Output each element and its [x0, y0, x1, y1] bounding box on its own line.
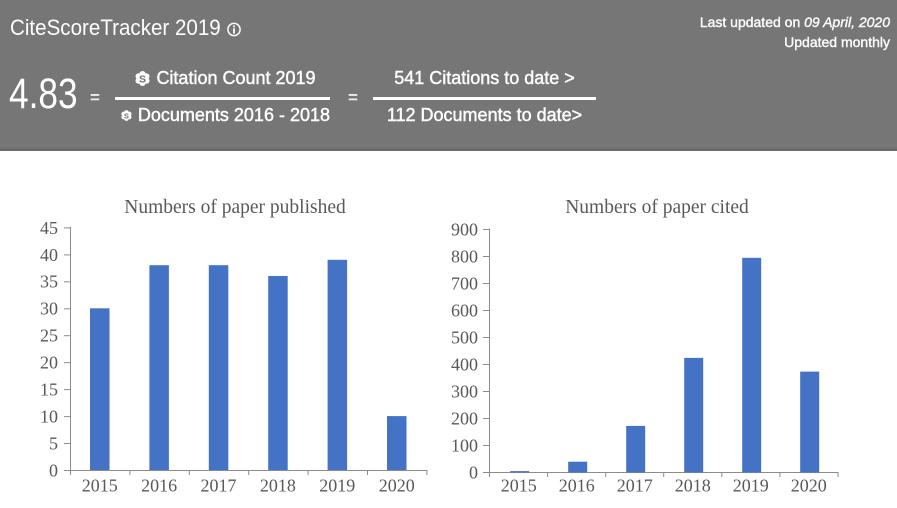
svg-text:2016: 2016 [559, 476, 595, 496]
svg-text:40: 40 [40, 245, 58, 265]
svg-text:20: 20 [40, 353, 58, 373]
svg-text:2017: 2017 [201, 476, 237, 496]
svg-text:2020: 2020 [791, 476, 827, 496]
svg-text:25: 25 [40, 326, 58, 346]
svg-text:0: 0 [469, 462, 478, 482]
svg-text:35: 35 [40, 272, 58, 292]
svg-text:2018: 2018 [260, 476, 296, 496]
svg-text:2016: 2016 [141, 476, 177, 496]
svg-text:700: 700 [451, 273, 478, 293]
svg-text:30: 30 [40, 299, 58, 319]
svg-text:Numbers of paper cited: Numbers of paper cited [565, 197, 749, 218]
svg-text:900: 900 [451, 219, 478, 239]
svg-text:2020: 2020 [379, 476, 415, 496]
svg-text:2019: 2019 [733, 476, 769, 496]
svg-text:2015: 2015 [501, 476, 537, 496]
svg-text:400: 400 [451, 354, 478, 374]
svg-text:200: 200 [451, 408, 478, 428]
svg-text:S: S [124, 111, 129, 120]
svg-text:500: 500 [451, 327, 478, 347]
svg-text:Numbers of paper published: Numbers of paper published [124, 197, 346, 218]
svg-text:2019: 2019 [319, 476, 355, 496]
svg-text:600: 600 [451, 300, 478, 320]
svg-text:300: 300 [451, 381, 478, 401]
svg-text:S: S [139, 73, 146, 85]
svg-text:10: 10 [40, 407, 58, 427]
svg-text:5: 5 [49, 433, 58, 453]
svg-text:15: 15 [40, 380, 58, 400]
svg-text:2017: 2017 [617, 476, 653, 496]
svg-text:2018: 2018 [675, 476, 711, 496]
svg-text:45: 45 [40, 218, 58, 238]
svg-text:0: 0 [49, 460, 58, 480]
svg-text:100: 100 [451, 435, 478, 455]
svg-text:800: 800 [451, 246, 478, 266]
svg-text:2015: 2015 [82, 476, 118, 496]
